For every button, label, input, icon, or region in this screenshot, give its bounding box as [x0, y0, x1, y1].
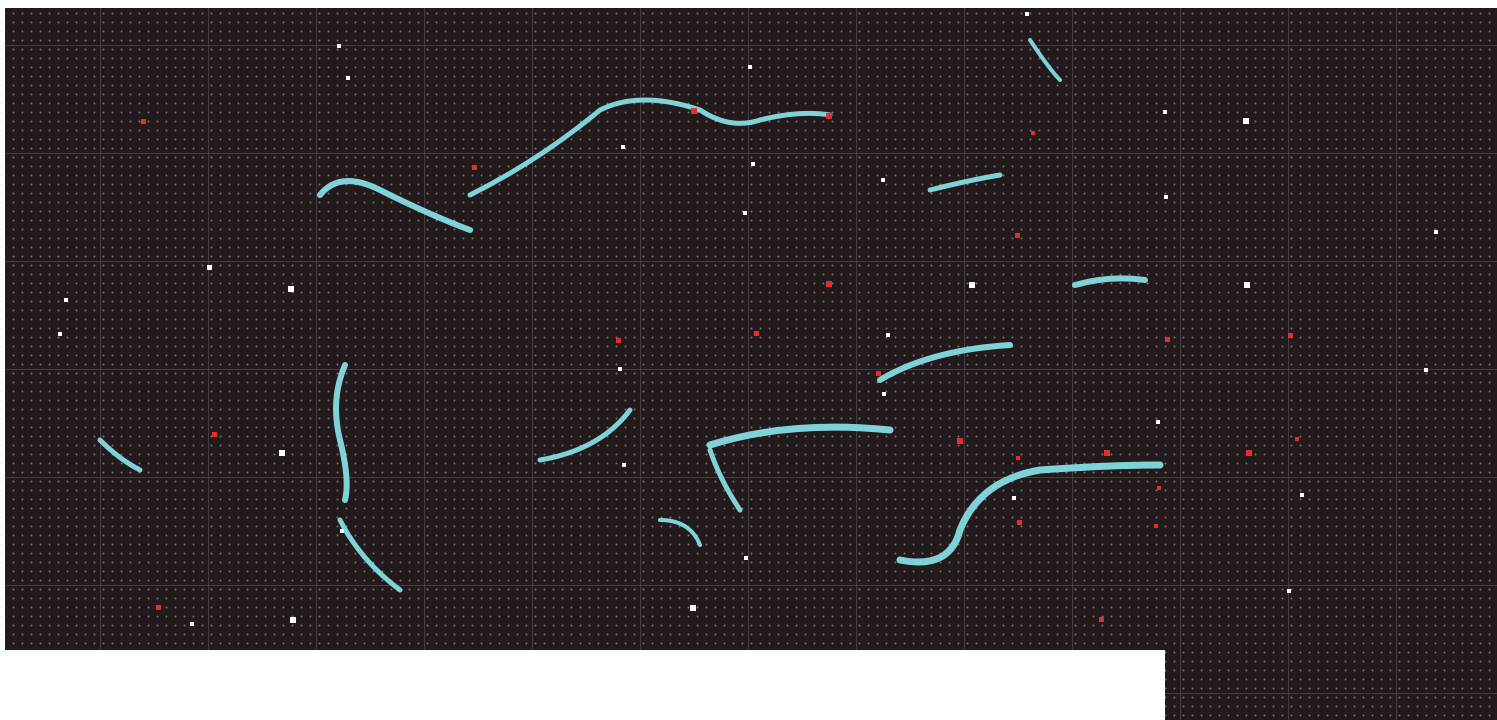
- marker: [691, 108, 697, 114]
- flow-line: [927, 172, 1003, 193]
- marker: [751, 162, 755, 166]
- marker: [64, 298, 68, 302]
- marker: [346, 76, 350, 80]
- marker: [1434, 230, 1438, 234]
- flow-line: [877, 342, 1013, 383]
- marker: [1012, 496, 1016, 500]
- marker: [340, 529, 344, 533]
- marker: [1104, 450, 1110, 456]
- flow-line: [317, 178, 473, 233]
- marker: [1246, 450, 1252, 456]
- marker: [1017, 520, 1022, 525]
- marker: [1287, 589, 1291, 593]
- marker: [1424, 368, 1428, 372]
- marker: [621, 145, 625, 149]
- marker: [472, 165, 477, 170]
- marker: [886, 333, 890, 337]
- marker: [1154, 524, 1158, 528]
- red-markers: [141, 108, 1299, 622]
- marker: [1164, 195, 1168, 199]
- marker: [748, 65, 752, 69]
- marker: [337, 44, 341, 48]
- marker: [1300, 493, 1304, 497]
- marker: [1156, 420, 1160, 424]
- flow-line: [707, 447, 743, 513]
- marker: [1157, 486, 1161, 490]
- flow-line: [658, 518, 702, 547]
- flow-line: [537, 407, 633, 463]
- flow-line: [467, 97, 833, 198]
- marker: [212, 432, 217, 437]
- marker: [190, 622, 194, 626]
- flow-lines: [97, 38, 1164, 593]
- flow-line: [97, 437, 143, 473]
- marker: [743, 211, 747, 215]
- flow-line: [706, 423, 894, 449]
- marker: [622, 463, 626, 467]
- grid: [5, 8, 1497, 720]
- marker: [156, 605, 161, 610]
- marker: [1025, 12, 1029, 16]
- marker: [690, 605, 696, 611]
- white-markers: [58, 12, 1438, 626]
- flow-line: [333, 362, 350, 503]
- marker: [141, 119, 146, 124]
- marker: [957, 438, 963, 444]
- marker: [826, 281, 832, 287]
- marker: [616, 338, 621, 343]
- flow-line: [1072, 275, 1148, 288]
- marker: [882, 392, 886, 396]
- flow-line: [896, 461, 1164, 566]
- marker: [876, 371, 881, 376]
- flow-line: [1028, 38, 1062, 82]
- marker: [207, 265, 212, 270]
- marker: [1243, 118, 1249, 124]
- marker: [1099, 617, 1104, 622]
- marker: [618, 367, 622, 371]
- marker: [1031, 131, 1035, 135]
- marker: [744, 556, 748, 560]
- flow-line: [337, 517, 403, 593]
- marker: [1016, 456, 1020, 460]
- marker: [1163, 110, 1167, 114]
- marker: [1288, 333, 1293, 338]
- marker: [1165, 337, 1170, 342]
- marker: [826, 113, 832, 119]
- marker: [881, 178, 885, 182]
- marker: [1295, 437, 1299, 441]
- marker: [290, 617, 296, 623]
- marker: [58, 332, 62, 336]
- marker: [969, 282, 975, 288]
- marker: [1015, 233, 1020, 238]
- marker: [279, 450, 285, 456]
- marker: [288, 286, 294, 292]
- marker: [754, 331, 759, 336]
- marker: [1244, 282, 1250, 288]
